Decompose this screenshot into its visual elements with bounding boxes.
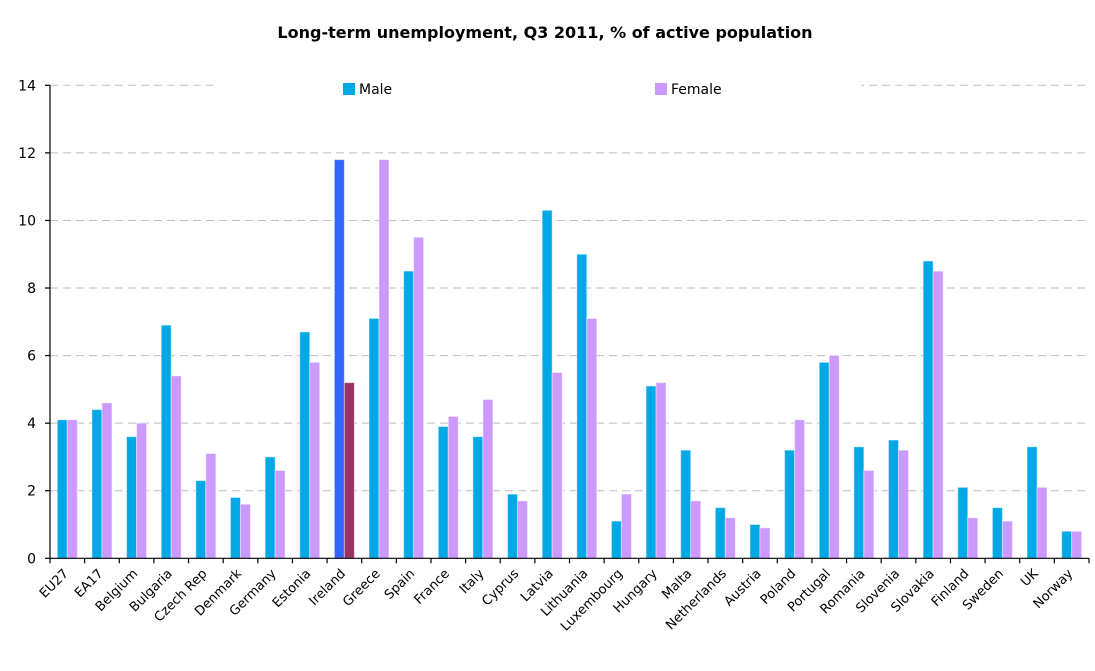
bar-female-malta: Malta Female: 1.7	[690, 500, 702, 559]
bar-male-france: France Male: 3.9	[437, 426, 449, 559]
chart-title: Long-term unemployment, Q3 2011, % of ac…	[277, 23, 812, 42]
bar-female-finland: Finland Female: 1.2	[967, 517, 979, 559]
x-tick-label: France	[412, 567, 453, 608]
bar-male-norway: Norway Male: 0.8	[1061, 530, 1073, 559]
bar-female-hungary: Hungary Female: 5.2	[655, 382, 667, 559]
bar-female-ea17: EA17 Female: 4.6	[101, 402, 113, 559]
bar-male-luxembourg: Luxembourg Male: 1.1	[610, 520, 622, 559]
bar-female-netherlands: Netherlands Female: 1.2	[724, 517, 736, 559]
legend-swatch-female	[655, 83, 667, 95]
legend-label-male: Male	[359, 82, 392, 98]
y-tick-labels: 0 2 4 6 8 10 12 14	[18, 78, 36, 567]
bar-male-portugal: Portugal Male: 5.8	[818, 361, 830, 559]
x-tick-label: EU27	[37, 567, 72, 602]
bars: EU27 Male: 4.1EU27 Female: 4.1 EA17 Male:…	[56, 159, 1083, 559]
bar-female-lithuania: Lithuania Female: 7.1	[586, 317, 598, 559]
bar-female-bulgaria: Bulgaria Female: 5.4	[170, 375, 182, 559]
bar-female-spain: Spain Female: 9.5	[413, 236, 425, 559]
bar-female-estonia: Estonia Female: 5.8	[309, 361, 321, 559]
legend-swatch-male	[343, 83, 355, 95]
bar-female-eu27: EU27 Female: 4.1	[66, 419, 78, 559]
x-tick-label: Greece	[340, 567, 383, 610]
legend: Male Female	[343, 82, 722, 98]
x-tick-label: Netherlands	[663, 566, 730, 633]
bar-female-poland: Poland Female: 4.1	[794, 419, 806, 559]
bar-male-slovenia: Slovenia Male: 3.5	[888, 439, 899, 559]
bar-male-germany: Germany Male: 3	[264, 456, 276, 559]
bar-female-uk: UK Female: 2.1	[1036, 486, 1048, 559]
bar-female-greece: Greece Female: 11.8	[378, 159, 390, 559]
y-tick-label: 6	[27, 349, 36, 365]
bar-female-norway: Norway Female: 0.8	[1071, 530, 1083, 559]
y-tick-label: 2	[27, 484, 36, 500]
bar-male-malta: Malta Male: 3.2	[680, 449, 692, 559]
bar-female-luxembourg: Luxembourg Female: 1.9	[620, 493, 632, 559]
bar-female-denmark: Denmark Female: 1.6	[239, 503, 251, 559]
bar-male-cyprus: Cyprus Male: 1.9	[507, 493, 519, 559]
bar-male-netherlands: Netherlands Male: 1.5	[714, 507, 726, 559]
bar-female-romania: Romania Female: 2.6	[863, 469, 875, 559]
bar-male-bulgaria: Bulgaria Male: 6.9	[160, 324, 172, 559]
x-tick-label: Austria	[721, 567, 764, 610]
legend-label-female: Female	[671, 82, 722, 98]
bar-male-sweden: Sweden Male: 1.5	[991, 507, 1003, 559]
bar-female-czech-rep: Czech Rep Female: 3.1	[205, 453, 217, 559]
y-tick-label: 14	[18, 78, 36, 94]
bar-male-estonia: Estonia Male: 6.7	[299, 331, 311, 559]
bar-male-czech-rep: Czech Rep Male: 2.3	[195, 480, 207, 559]
y-tick-label: 10	[18, 213, 36, 229]
bar-male-latvia: Latvia Male: 10.3	[541, 209, 553, 559]
x-tick-label: Italy	[457, 566, 488, 597]
bar-female-portugal: Portugal Female: 6	[828, 355, 840, 559]
y-tick-label: 0	[27, 551, 36, 567]
bar-male-poland: Poland Male: 3.2	[784, 449, 796, 559]
x-tick-label: Estonia	[270, 567, 314, 611]
bar-male-ea17: EA17 Male: 4.4	[91, 409, 103, 559]
legend-background	[213, 74, 861, 100]
bar-male-eu27: EU27 Male: 4.1	[56, 419, 68, 559]
bar-male-romania: Romania Male: 3.3	[853, 446, 865, 559]
bar-male-slovakia: Slovakia Male: 8.8	[922, 260, 934, 559]
x-tick-label: Cyprus	[479, 566, 522, 609]
bar-female-austria: Austria Female: 0.9	[759, 527, 771, 559]
x-tick-label: UK	[1018, 566, 1042, 590]
y-tick-label: 4	[27, 416, 36, 432]
bar-female-sweden: Sweden Female: 1.1	[1001, 520, 1013, 559]
bar-female-cyprus: Cyprus Female: 1.7	[517, 500, 529, 559]
bar-female-slovenia: Slovenia Female: 3.2	[898, 449, 909, 559]
bar-male-ireland: Ireland Male: 11.8	[333, 159, 345, 559]
bar-male-finland: Finland Male: 2.1	[957, 486, 969, 559]
bar-female-slovakia: Slovakia Female: 8.5	[932, 270, 944, 559]
bar-male-uk: UK Male: 3.3	[1026, 446, 1038, 559]
bar-male-greece: Greece Male: 7.1	[368, 317, 380, 559]
bar-female-italy: Italy Female: 4.7	[482, 399, 494, 559]
axes	[45, 84, 1090, 564]
bar-female-france: France Female: 4.2	[447, 415, 459, 559]
y-tick-label: 12	[18, 146, 36, 162]
bar-female-belgium: Belgium Female: 4	[136, 422, 148, 559]
bar-male-spain: Spain Male: 8.5	[403, 270, 415, 559]
bar-male-hungary: Hungary Male: 5.1	[645, 385, 657, 559]
bar-female-latvia: Latvia Female: 5.5	[551, 371, 563, 559]
bar-male-lithuania: Lithuania Male: 9	[576, 253, 588, 559]
y-tick-label: 8	[27, 281, 36, 297]
bar-female-ireland: Ireland Female: 5.2	[343, 382, 355, 559]
bar-male-austria: Austria Male: 1	[749, 524, 761, 559]
bar-male-italy: Italy Male: 3.6	[472, 436, 484, 559]
bar-female-germany: Germany Female: 2.6	[274, 469, 286, 559]
bar-male-belgium: Belgium Male: 3.6	[126, 436, 138, 559]
bar-male-denmark: Denmark Male: 1.8	[229, 496, 241, 559]
